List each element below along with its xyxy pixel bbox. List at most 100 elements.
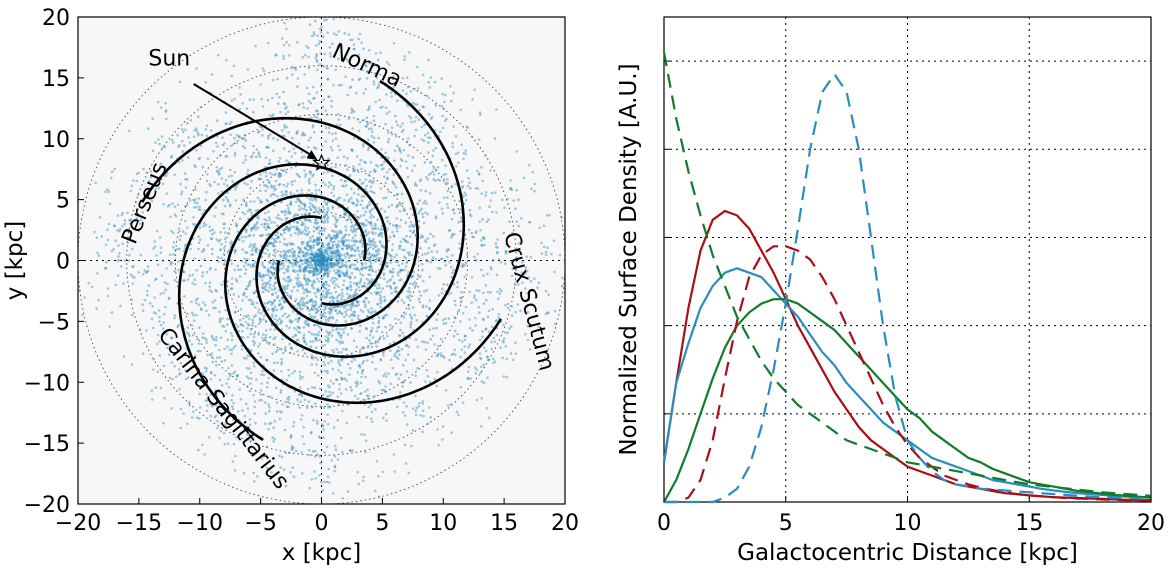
star-point xyxy=(323,248,327,252)
star-point xyxy=(137,271,140,274)
star-point xyxy=(331,264,334,267)
star-point xyxy=(315,253,319,257)
star-point xyxy=(298,260,302,263)
star-point xyxy=(329,359,333,363)
star-point xyxy=(340,312,344,316)
star-point xyxy=(393,354,396,358)
star-point xyxy=(323,52,327,56)
star-point xyxy=(313,96,317,100)
star-point xyxy=(320,314,324,318)
star-point xyxy=(315,243,319,246)
star-point xyxy=(300,189,304,192)
star-point xyxy=(257,153,261,156)
star-point xyxy=(347,297,350,300)
star-point xyxy=(331,329,335,332)
star-point xyxy=(360,433,363,436)
star-point xyxy=(287,209,291,213)
star-point xyxy=(505,357,509,361)
star-point xyxy=(301,348,305,352)
star-point xyxy=(148,301,152,305)
star-point xyxy=(326,275,330,278)
star-point xyxy=(275,410,279,413)
star-point xyxy=(198,326,201,329)
star-point xyxy=(272,260,276,263)
star-point xyxy=(332,234,336,238)
star-point xyxy=(361,368,365,372)
star-point xyxy=(479,268,483,272)
star-point xyxy=(299,266,302,269)
star-point xyxy=(276,231,280,234)
star-point xyxy=(260,373,263,377)
star-point xyxy=(326,272,330,275)
star-point xyxy=(415,319,419,322)
star-point xyxy=(342,236,345,239)
star-point xyxy=(486,290,490,294)
star-point xyxy=(324,213,327,217)
star-point xyxy=(360,41,364,45)
star-point xyxy=(350,360,354,363)
star-point xyxy=(384,122,387,126)
star-point xyxy=(242,471,246,475)
star-point xyxy=(522,176,526,180)
star-point xyxy=(302,259,305,262)
star-point xyxy=(339,231,343,235)
star-point xyxy=(267,428,270,431)
star-point xyxy=(327,185,330,189)
star-point xyxy=(416,202,420,205)
star-point xyxy=(113,167,116,171)
star-point xyxy=(387,190,391,193)
star-point xyxy=(285,225,289,229)
star-point xyxy=(303,274,306,277)
star-point xyxy=(146,265,150,268)
star-point xyxy=(339,299,343,303)
star-point xyxy=(384,151,387,155)
star-point xyxy=(274,286,277,290)
star-point xyxy=(186,326,190,329)
star-point xyxy=(332,269,336,272)
star-point xyxy=(365,336,369,340)
star-point xyxy=(459,300,463,304)
star-point xyxy=(394,317,397,321)
star-point xyxy=(508,220,511,223)
star-point xyxy=(320,251,323,254)
star-point xyxy=(195,67,198,70)
star-point xyxy=(261,263,264,267)
star-point xyxy=(464,261,468,265)
star-point xyxy=(331,281,335,285)
star-point xyxy=(192,216,195,219)
star-point xyxy=(292,268,296,272)
star-point xyxy=(262,373,266,377)
star-point xyxy=(257,130,261,133)
star-point xyxy=(315,60,319,63)
star-point xyxy=(333,263,336,266)
star-point xyxy=(322,273,326,276)
star-point xyxy=(310,299,314,302)
star-point xyxy=(233,97,236,101)
star-point xyxy=(288,248,292,252)
star-point xyxy=(357,37,360,41)
star-point xyxy=(297,250,301,254)
star-point xyxy=(204,223,208,227)
star-point xyxy=(230,364,233,367)
star-point xyxy=(299,269,302,272)
star-point xyxy=(224,195,228,199)
star-point xyxy=(335,378,339,382)
star-point xyxy=(360,199,364,203)
star-point xyxy=(266,270,270,274)
star-point xyxy=(267,226,271,230)
star-point xyxy=(414,394,417,398)
star-point xyxy=(287,280,290,284)
star-point xyxy=(190,311,194,315)
star-point xyxy=(316,269,319,273)
star-point xyxy=(440,105,444,108)
star-point xyxy=(366,148,370,152)
star-point xyxy=(244,287,248,291)
star-point xyxy=(282,43,286,47)
star-point xyxy=(306,252,309,255)
star-point xyxy=(244,201,248,204)
star-point xyxy=(360,267,363,270)
star-point xyxy=(268,409,271,413)
star-point xyxy=(332,251,335,255)
star-point xyxy=(306,307,309,311)
star-point xyxy=(400,278,403,281)
